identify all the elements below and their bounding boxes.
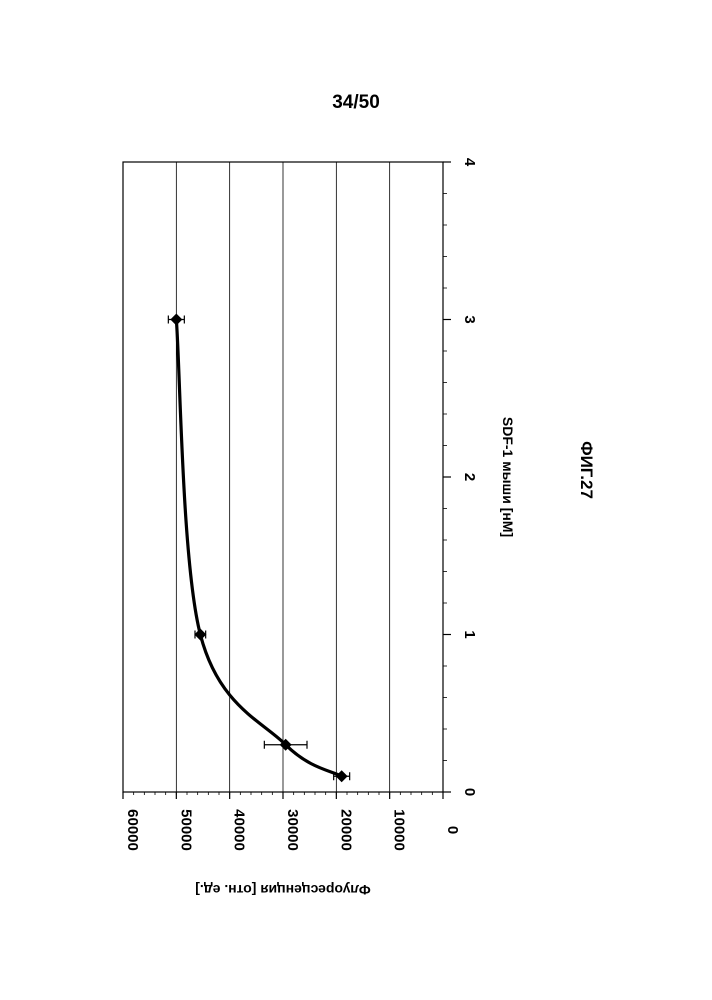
y-axis-title: Флуоресценция [отн. ед.] [195,882,371,898]
y-tick-label: 20000 [337,809,354,851]
data-point [194,629,206,641]
y-tick-label: 30000 [284,809,301,851]
y-tick-label: 60000 [124,809,141,851]
data-series [168,314,349,783]
figure-label: ФИГ.27 [576,441,596,499]
y-tick-label: 0 [444,826,461,834]
y-axis: 0 10000 20000 30000 40000 50000 60000 [123,792,461,851]
x-tick-label: 1 [461,630,478,638]
series-line [176,320,341,777]
data-point [336,770,348,782]
gridlines [176,162,389,792]
x-tick-label: 4 [461,158,478,167]
x-tick-label: 2 [461,473,478,481]
data-point [170,314,182,326]
y-tick-label: 40000 [231,809,248,851]
x-tick-label: 0 [461,788,478,796]
y-tick-label: 10000 [391,809,408,851]
y-tick-label: 50000 [177,809,194,851]
x-axis-title: SDF-1 мыши [нМ] [500,417,516,537]
x-tick-label: 3 [461,315,478,323]
x-axis: 0 1 2 3 4 [443,158,478,796]
